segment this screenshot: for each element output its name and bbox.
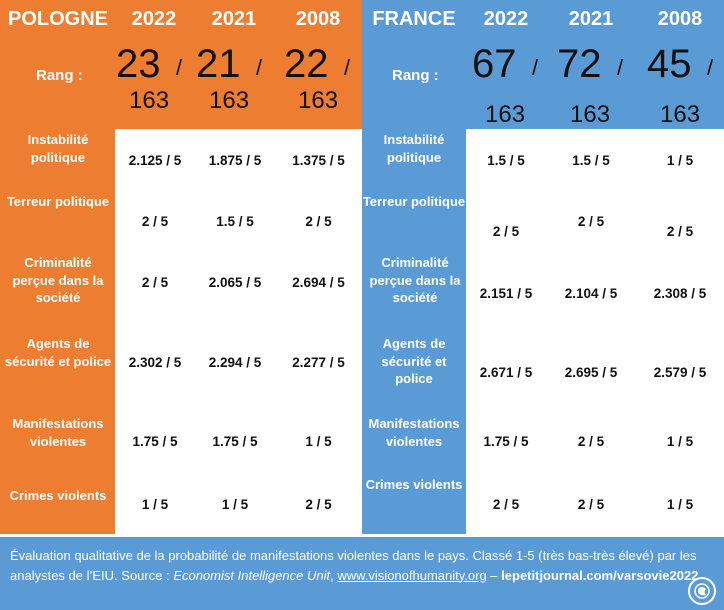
- poland-data-area: [115, 129, 362, 534]
- france-cell-manifestations-2021: 2 / 5: [577, 433, 605, 449]
- poland-rank-sep-2021: /: [256, 55, 263, 80]
- poland-year-2008: 2008: [295, 8, 341, 30]
- poland-cell-crimes-2008: 2 / 5: [305, 496, 332, 512]
- footer-description: Évaluation qualitative de la probabilité…: [10, 548, 697, 583]
- poland-rank-2008: 22: [284, 42, 329, 86]
- poland-cell-manifestations-2008: 1 / 5: [305, 433, 332, 449]
- france-rank-2022: 67: [472, 42, 517, 86]
- france-cell-manifestations-2022: 1.75 / 5: [483, 433, 529, 449]
- footer-credit: lepetitjournal.com/varsovie2022: [501, 567, 699, 583]
- poland-rank-2022: 23: [116, 42, 161, 86]
- poland-row-label-crimes: Crimes violents: [9, 488, 107, 503]
- france-rank-2008: 45: [647, 42, 692, 86]
- poland-cell-manifestations-2022: 1.75 / 5: [132, 433, 178, 449]
- poland-row-label-agents: Agents de sécurité et police: [4, 336, 112, 369]
- france-cell-agents-2021: 2.695 / 5: [564, 364, 618, 380]
- footer-source: Economist Intelligence Unit: [173, 567, 331, 583]
- france-rank-2021: 72: [557, 42, 602, 86]
- france-year-2008: 2008: [657, 8, 703, 30]
- poland-cell-criminalite-2008: 2.694 / 5: [292, 274, 345, 290]
- footer-note: Évaluation qualitative de la probabilité…: [0, 537, 724, 610]
- poland-rank-label: Rang :: [36, 67, 83, 84]
- poland-country-title: POLOGNE: [8, 8, 109, 30]
- france-cell-instabilite-2021: 1.5 / 5: [572, 152, 610, 168]
- france-rank-label: Rang :: [392, 67, 439, 84]
- france-row-label-manifestations: Manifestations violentes: [368, 416, 460, 449]
- globe-logo-glyph: [694, 583, 710, 599]
- france-cell-crimes-2008: 1 / 5: [666, 496, 694, 512]
- france-row-label-instabilite: Instabilité politique: [383, 132, 445, 165]
- poland-cell-instabilite-2022: 2.125 / 5: [128, 152, 182, 168]
- france-cell-criminalite-2021: 2.104 / 5: [564, 285, 618, 301]
- poland-rank-sep-2022: /: [176, 55, 183, 80]
- poland-year-2022: 2022: [131, 8, 177, 30]
- poland-row-label-criminalite: Criminalité perçue dans la société: [12, 255, 104, 306]
- poland-rank-2021: 21: [196, 42, 241, 86]
- france-cell-instabilite-2022: 1.5 / 5: [487, 152, 525, 168]
- france-cell-terreur-2008: 2 / 5: [666, 223, 694, 239]
- france-year-2021: 2021: [568, 8, 614, 30]
- poland-row-label-terreur: Terreur politique: [6, 194, 110, 209]
- poland-rank-sep-2008: /: [344, 55, 351, 80]
- france-cell-crimes-2022: 2 / 5: [492, 496, 520, 512]
- france-cell-criminalite-2008: 2.308 / 5: [653, 285, 707, 301]
- poland-cell-terreur-2022: 2 / 5: [141, 213, 169, 229]
- poland-cell-crimes-2022: 1 / 5: [141, 496, 169, 512]
- france-year-2022: 2022: [483, 8, 529, 30]
- poland-rank-total-2022: 163: [129, 87, 170, 114]
- france-row-label-crimes: Crimes violents: [365, 477, 463, 492]
- poland-cell-terreur-2021: 1.5 / 5: [216, 213, 254, 229]
- poland-cell-criminalite-2022: 2 / 5: [141, 274, 169, 290]
- france-cell-terreur-2021: 2 / 5: [577, 213, 605, 229]
- globe-logo-icon: [688, 577, 716, 605]
- france-cell-agents-2008: 2.579 / 5: [653, 364, 707, 380]
- france-rank-total-2008: 163: [660, 101, 701, 128]
- poland-rank-total-2008: 163: [298, 87, 339, 114]
- france-rank-total-2022: 163: [485, 101, 526, 128]
- france-rank-sep-2008: /: [707, 55, 714, 80]
- france-rank-sep-2022: /: [532, 55, 539, 80]
- poland-rank-total-2021: 163: [209, 87, 250, 114]
- france-row-label-agents: Agents de sécurité et police: [381, 336, 447, 387]
- france-cell-manifestations-2008: 1 / 5: [666, 433, 694, 449]
- footer-link[interactable]: www.visionofhumanity.org: [337, 567, 487, 583]
- france-cell-instabilite-2008: 1 / 5: [666, 152, 694, 168]
- france-row-label-terreur: Terreur politique: [362, 194, 466, 209]
- footer-dash: –: [486, 567, 502, 583]
- poland-cell-crimes-2021: 1 / 5: [221, 496, 249, 512]
- france-cell-terreur-2022: 2 / 5: [492, 223, 520, 239]
- france-country-title: FRANCE: [372, 8, 456, 30]
- poland-cell-instabilite-2021: 1.875 / 5: [208, 152, 262, 168]
- france-rank-sep-2021: /: [617, 55, 624, 80]
- poland-row-label-manifestations: Manifestations violentes: [12, 416, 104, 449]
- poland-year-2021: 2021: [211, 8, 257, 30]
- france-cell-crimes-2021: 2 / 5: [577, 496, 605, 512]
- france-rank-total-2021: 163: [570, 101, 611, 128]
- poland-cell-criminalite-2021: 2.065 / 5: [208, 274, 262, 290]
- france-data-area: [466, 129, 724, 534]
- poland-cell-manifestations-2021: 1.75 / 5: [212, 433, 258, 449]
- france-row-label-criminalite: Criminalité perçue dans la société: [369, 255, 461, 306]
- poland-cell-agents-2022: 2.302 / 5: [128, 354, 182, 370]
- poland-cell-instabilite-2008: 1.375 / 5: [292, 152, 345, 168]
- poland-row-label-instabilite: Instabilité politique: [27, 132, 89, 165]
- footer-separator: ,: [330, 567, 338, 583]
- poland-cell-terreur-2008: 2 / 5: [305, 213, 332, 229]
- france-cell-agents-2022: 2.671 / 5: [479, 364, 533, 380]
- poland-cell-agents-2021: 2.294 / 5: [208, 354, 262, 370]
- france-cell-criminalite-2022: 2.151 / 5: [479, 285, 533, 301]
- poland-cell-agents-2008: 2.277 / 5: [292, 354, 345, 370]
